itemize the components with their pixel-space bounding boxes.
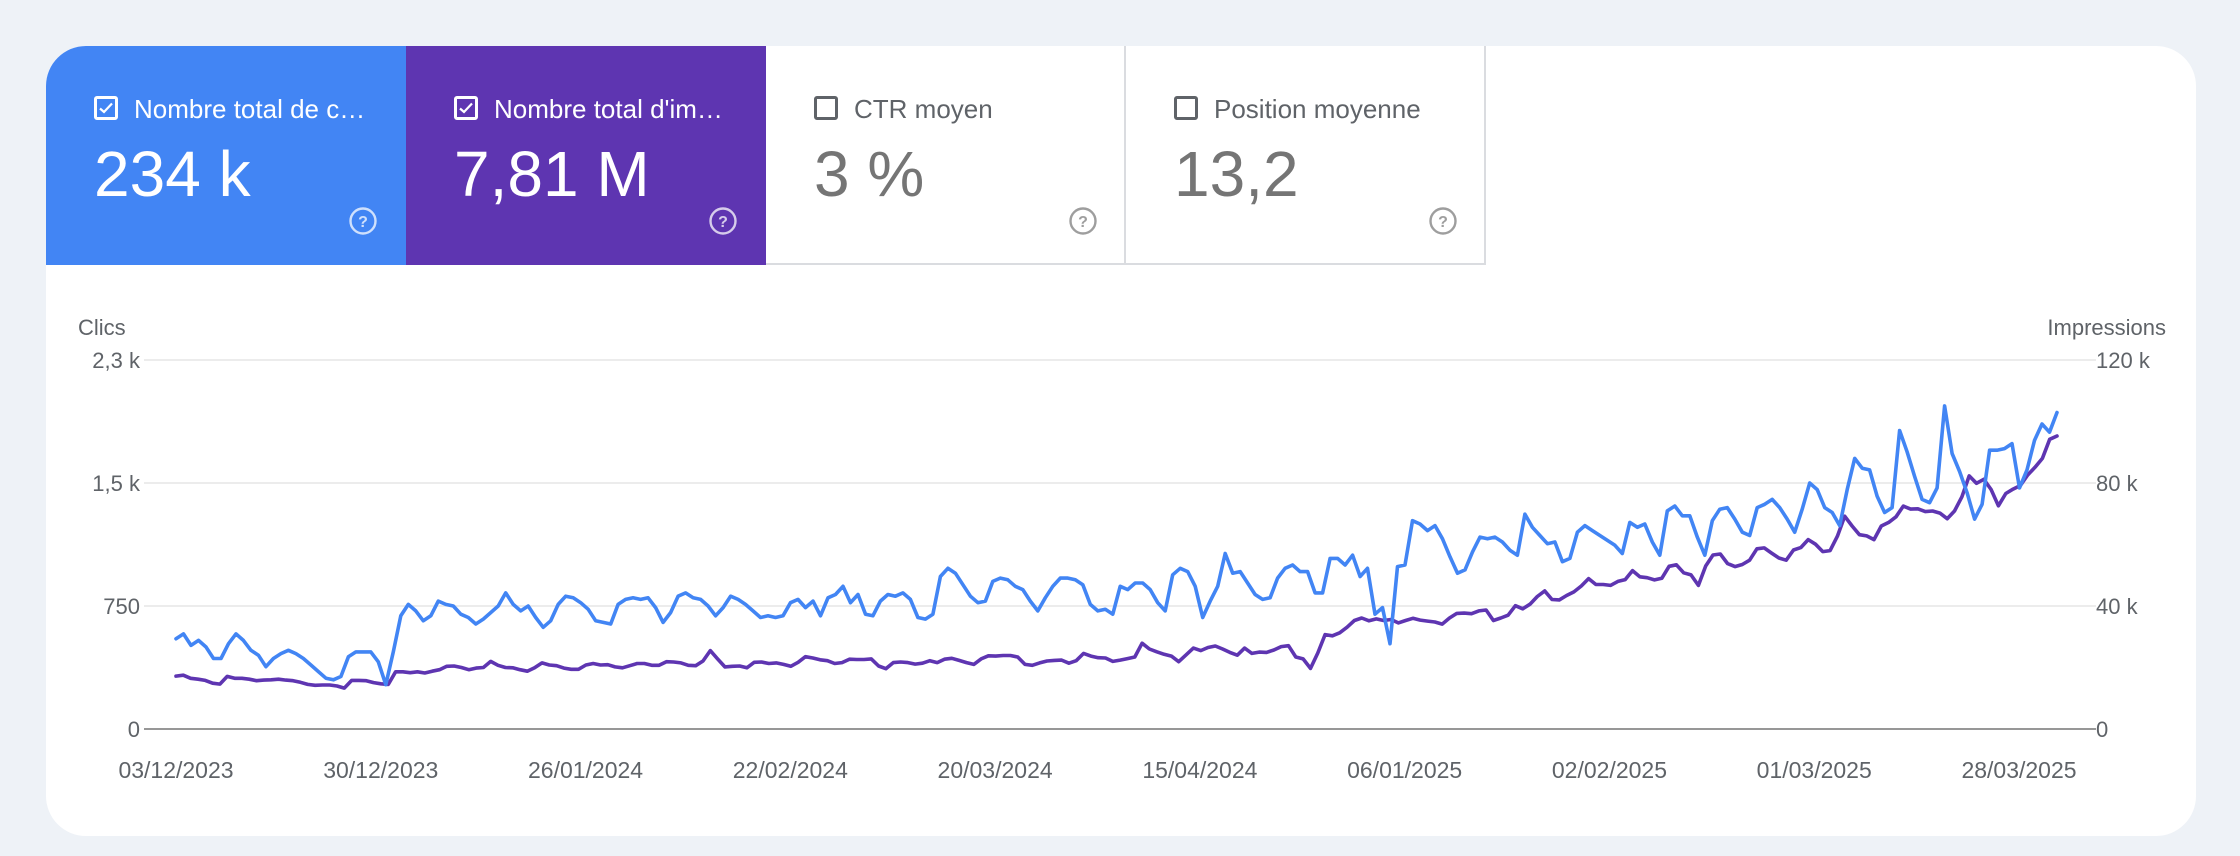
checkbox-checked-icon[interactable]: [454, 96, 478, 120]
x-axis-ticks: 03/12/2023 30/12/2023 26/01/2024 22/02/2024…: [118, 757, 2076, 783]
x-tick-label: 01/03/2025: [1757, 757, 1872, 783]
left-tick-label: 2,3 k: [92, 348, 141, 373]
metric-card-clicks[interactable]: Nombre total de c… 234 k ?: [46, 46, 406, 265]
x-tick-label: 06/01/2025: [1347, 757, 1462, 783]
x-tick-label: 02/02/2025: [1552, 757, 1667, 783]
checkbox-unchecked-icon[interactable]: [814, 96, 838, 120]
series-line-clicks: [174, 404, 2059, 687]
left-axis-label: Clics: [78, 315, 126, 340]
svg-text:?: ?: [1078, 214, 1088, 231]
left-axis-ticks: 0 750 1,5 k 2,3 k: [92, 348, 141, 742]
metric-card-ctr[interactable]: CTR moyen 3 % ?: [766, 46, 1126, 265]
metric-value: 13,2: [1174, 138, 1299, 210]
left-tick-label: 1,5 k: [92, 471, 141, 496]
metric-card-position[interactable]: Position moyenne 13,2 ?: [1126, 46, 1486, 265]
metric-cards: Nombre total de c… 234 k ? Nombre total …: [46, 46, 1486, 265]
x-tick-label: 30/12/2023: [323, 757, 438, 783]
svg-text:?: ?: [718, 214, 728, 231]
left-tick-label: 0: [128, 717, 140, 742]
series-line-impressions: [174, 434, 2059, 690]
checkbox-checked-icon[interactable]: [94, 96, 118, 120]
x-tick-label: 15/04/2024: [1142, 757, 1257, 783]
left-tick-label: 750: [103, 594, 140, 619]
metric-value: 234 k: [94, 138, 251, 210]
right-tick-label: 40 k: [2096, 594, 2139, 619]
metric-value: 3 %: [814, 138, 925, 210]
chart-grid: [144, 359, 2096, 730]
right-axis-ticks: 0 40 k 80 k 120 k: [2096, 348, 2151, 742]
metric-value: 7,81 M: [454, 138, 650, 210]
x-tick-label: 26/01/2024: [528, 757, 643, 783]
chart-series: [174, 404, 2059, 690]
right-axis-label: Impressions: [2047, 315, 2166, 340]
help-icon[interactable]: ?: [1068, 206, 1098, 236]
svg-text:?: ?: [358, 214, 368, 231]
right-tick-label: 0: [2096, 717, 2108, 742]
right-tick-label: 120 k: [2096, 348, 2151, 373]
help-icon[interactable]: ?: [1428, 206, 1458, 236]
metric-card-impressions[interactable]: Nombre total d'im… 7,81 M ?: [406, 46, 766, 265]
checkbox-unchecked-icon[interactable]: [1174, 96, 1198, 120]
help-icon[interactable]: ?: [708, 206, 738, 236]
x-tick-label: 03/12/2023: [118, 757, 233, 783]
right-tick-label: 80 k: [2096, 471, 2139, 496]
performance-panel: Nombre total de c… 234 k ? Nombre total …: [46, 46, 2196, 836]
performance-chart: 0 750 1,5 k 2,3 k 0 40 k 80 k 120 k 03/12/2023…: [78, 315, 2166, 783]
x-tick-label: 28/03/2025: [1961, 757, 2076, 783]
x-tick-label: 22/02/2024: [733, 757, 848, 783]
x-tick-label: 20/03/2024: [938, 757, 1053, 783]
help-icon[interactable]: ?: [348, 206, 378, 236]
svg-text:?: ?: [1438, 214, 1448, 231]
